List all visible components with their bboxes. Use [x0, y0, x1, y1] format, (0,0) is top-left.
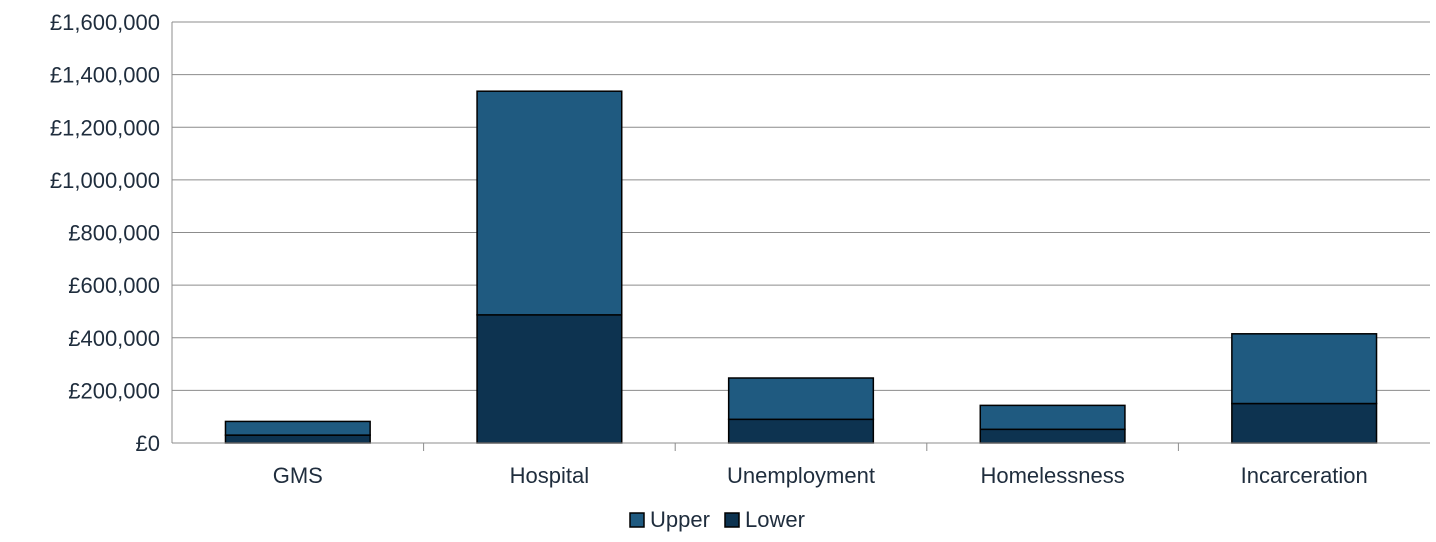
gridlines: [172, 21, 1430, 391]
x-category-label: Homelessness: [980, 463, 1124, 488]
y-tick-label: £400,000: [68, 326, 160, 351]
bars: [224, 90, 1378, 444]
bar-lower-homelessness: [979, 428, 1126, 444]
legend-swatch-upper: [629, 512, 645, 528]
legend-label-lower: Lower: [745, 507, 805, 532]
y-tick-label: £200,000: [68, 378, 160, 403]
bar-upper-hospital: [476, 90, 623, 316]
x-axis-category-labels: GMS Hospital Unemployment Homelessness Incar…: [273, 463, 1368, 488]
x-category-label: Hospital: [510, 463, 589, 488]
bar-lower-incarceration: [1231, 402, 1378, 444]
y-tick-label: £1,200,000: [50, 115, 160, 140]
legend: Upper Lower: [629, 507, 805, 532]
bar-upper-unemployment: [727, 377, 875, 421]
bar-lower-unemployment: [727, 418, 875, 444]
x-category-label: GMS: [273, 463, 323, 488]
x-category-label: Incarceration: [1241, 463, 1368, 488]
y-axis-tick-labels: £0 £200,000 £400,000 £600,000 £800,000 £1,000…: [50, 10, 160, 456]
y-tick-label: £1,600,000: [50, 10, 160, 35]
bar-upper-incarceration: [1231, 333, 1378, 405]
y-tick-label: £600,000: [68, 273, 160, 298]
bar-lower-gms: [224, 434, 371, 444]
legend-swatch-lower: [724, 512, 740, 528]
bar-upper-gms: [224, 420, 371, 436]
bar-upper-homelessness: [979, 404, 1126, 431]
bar-lower-hospital: [476, 314, 623, 444]
axes: [171, 22, 1430, 451]
legend-label-upper: Upper: [650, 507, 710, 532]
y-tick-label: £1,400,000: [50, 63, 160, 88]
y-tick-label: £1,000,000: [50, 168, 160, 193]
x-category-label: Unemployment: [727, 463, 875, 488]
y-tick-label: £0: [136, 431, 160, 456]
y-tick-label: £800,000: [68, 221, 160, 246]
